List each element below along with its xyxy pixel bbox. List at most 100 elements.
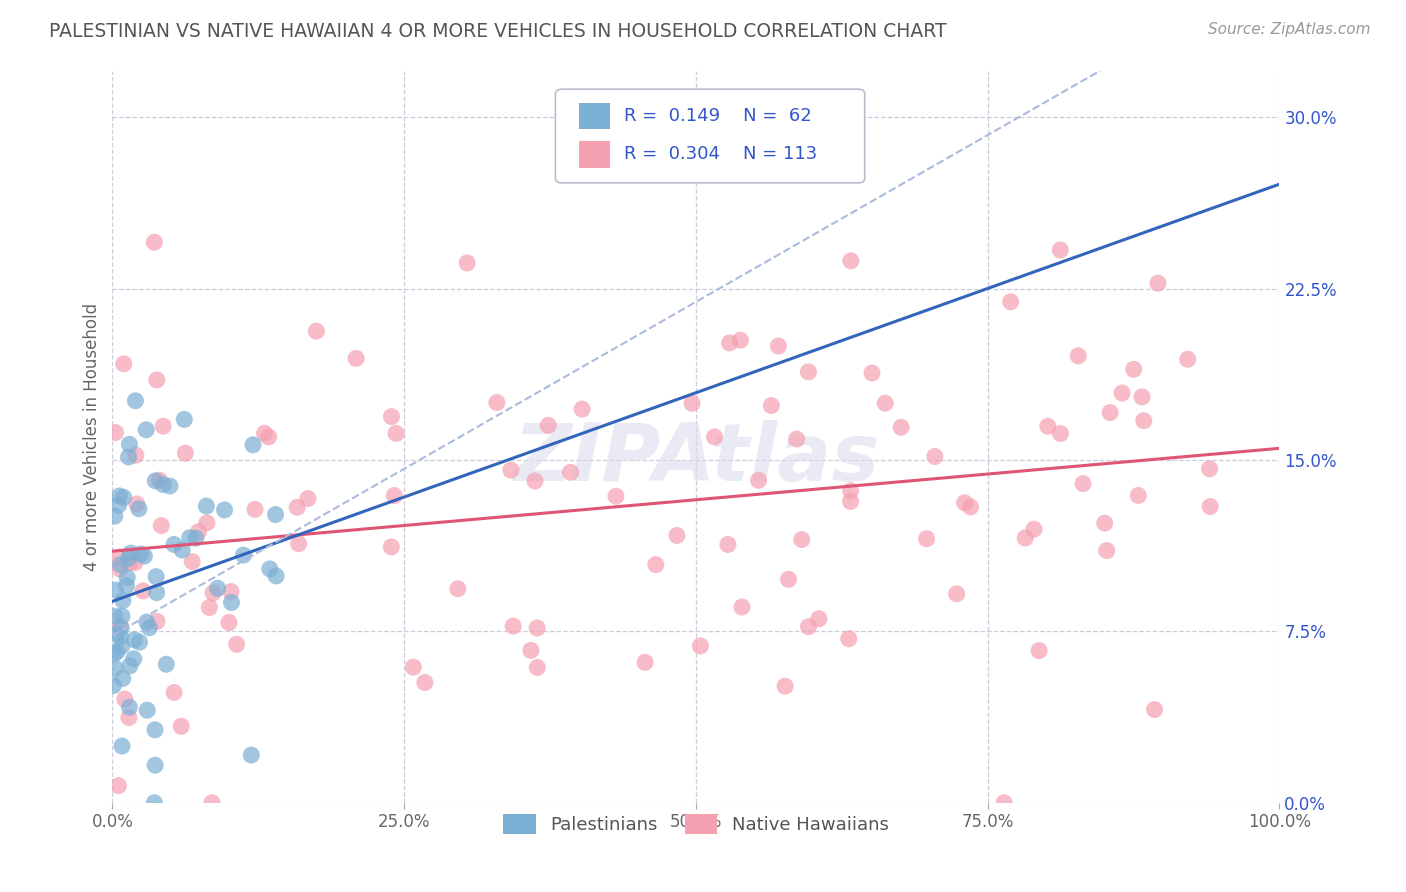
Point: [447, 582, 470, 596]
Point: [173, 412, 195, 426]
Point: [380, 540, 402, 554]
Point: [163, 685, 186, 699]
Point: [860, 366, 883, 380]
Point: [195, 516, 218, 530]
Point: [117, 551, 139, 566]
Point: [1022, 522, 1045, 536]
Point: [502, 619, 524, 633]
Point: [111, 639, 134, 653]
Point: [1049, 243, 1071, 257]
Point: [1099, 406, 1122, 420]
Text: PALESTINIAN VS NATIVE HAWAIIAN 4 OR MORE VEHICLES IN HOUSEHOLD CORRELATION CHART: PALESTINIAN VS NATIVE HAWAIIAN 4 OR MORE…: [49, 22, 946, 41]
Point: [221, 595, 243, 609]
Point: [117, 450, 139, 464]
Point: [839, 494, 862, 508]
Point: [138, 621, 160, 635]
Point: [1199, 500, 1222, 514]
Point: [730, 333, 752, 347]
Point: [184, 531, 207, 545]
Point: [148, 473, 170, 487]
Point: [125, 497, 148, 511]
Point: [104, 509, 127, 524]
Point: [110, 630, 132, 644]
Point: [111, 739, 134, 753]
Point: [839, 253, 862, 268]
Point: [953, 496, 976, 510]
Point: [198, 600, 221, 615]
Point: [807, 612, 830, 626]
Point: [413, 675, 436, 690]
Point: [259, 562, 281, 576]
Point: [875, 396, 897, 410]
Point: [110, 621, 132, 635]
Point: [665, 528, 688, 542]
Point: [108, 562, 131, 576]
Point: [560, 466, 582, 480]
Point: [143, 723, 166, 737]
Point: [1133, 414, 1156, 428]
Point: [644, 558, 666, 572]
Point: [201, 796, 224, 810]
Point: [380, 409, 402, 424]
Point: [179, 531, 201, 545]
Point: [243, 502, 266, 516]
Text: Source: ZipAtlas.com: Source: ZipAtlas.com: [1208, 22, 1371, 37]
Point: [124, 393, 146, 408]
Point: [195, 499, 218, 513]
Point: [219, 584, 242, 599]
Point: [128, 501, 150, 516]
Point: [163, 537, 186, 551]
Point: [122, 652, 145, 666]
Point: [1067, 349, 1090, 363]
Point: [344, 351, 367, 366]
Point: [839, 483, 862, 498]
Point: [1147, 276, 1170, 290]
Text: R =  0.304    N = 113: R = 0.304 N = 113: [624, 145, 817, 163]
Point: [797, 365, 820, 379]
Point: [107, 779, 129, 793]
Point: [145, 569, 167, 583]
Point: [214, 503, 236, 517]
Point: [1014, 531, 1036, 545]
Point: [115, 579, 138, 593]
Point: [111, 672, 134, 686]
Point: [1071, 476, 1094, 491]
Point: [135, 423, 157, 437]
Point: [537, 418, 560, 433]
Point: [104, 425, 127, 440]
Point: [125, 448, 148, 462]
Point: [134, 549, 156, 563]
Point: [385, 426, 408, 441]
Point: [382, 489, 405, 503]
Point: [146, 615, 169, 629]
Point: [120, 546, 142, 560]
Point: [103, 678, 125, 692]
Point: [108, 489, 131, 503]
Point: [132, 583, 155, 598]
Point: [520, 643, 543, 657]
Point: [571, 402, 593, 417]
Point: [124, 556, 146, 570]
Text: ZIPAtlas: ZIPAtlas: [513, 420, 879, 498]
Point: [152, 419, 174, 434]
Point: [1177, 352, 1199, 367]
Point: [103, 647, 125, 661]
Point: [207, 582, 229, 596]
Point: [1122, 362, 1144, 376]
Point: [225, 637, 247, 651]
Point: [181, 555, 204, 569]
Point: [264, 508, 287, 522]
Point: [124, 632, 146, 647]
Point: [135, 615, 157, 629]
Point: [143, 235, 166, 250]
Point: [890, 420, 912, 434]
Point: [1130, 390, 1153, 404]
Point: [718, 335, 741, 350]
Point: [240, 748, 263, 763]
Point: [104, 609, 127, 624]
Point: [187, 524, 209, 539]
Point: [112, 491, 135, 505]
Point: [748, 473, 770, 487]
Point: [118, 556, 141, 570]
Point: [1036, 419, 1059, 434]
